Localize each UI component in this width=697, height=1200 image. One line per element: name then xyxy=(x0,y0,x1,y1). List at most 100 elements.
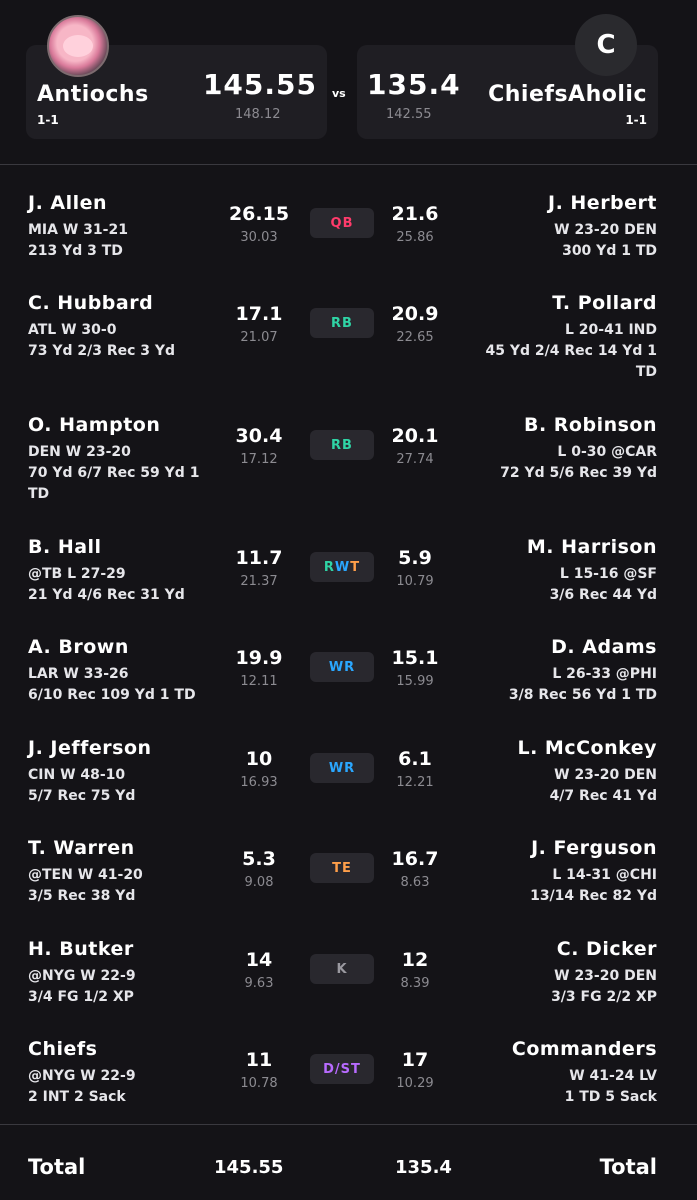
right-player-name[interactable]: J. Ferguson xyxy=(531,837,657,859)
right-player-stats: 300 Yd 1 TD xyxy=(562,243,657,259)
right-player-stats: 72 Yd 5/6 Rec 39 Yd xyxy=(500,465,657,481)
right-player-projected: 12.21 xyxy=(396,775,434,790)
left-player-points: 26.15 xyxy=(228,203,290,225)
right-player-projected: 15.99 xyxy=(396,674,434,689)
left-player-projected: 17.12 xyxy=(240,452,278,467)
right-player-points: 17 xyxy=(401,1049,429,1071)
right-player-points: 21.6 xyxy=(391,203,439,225)
right-player-stats: 3/8 Rec 56 Yd 1 TD xyxy=(508,687,657,703)
right-player-game-result: W 41-24 LV xyxy=(569,1068,657,1084)
right-player-stats: 3/3 FG 2/2 XP xyxy=(551,989,657,1005)
total-score-left: 145.55 xyxy=(214,1157,284,1178)
left-player-details: @NYG W 22-9 2 INT 2 Sack xyxy=(28,1066,218,1108)
left-player-name[interactable]: B. Hall xyxy=(28,536,102,558)
left-player-game-result: MIA W 31-21 xyxy=(28,222,128,238)
kirby-icon xyxy=(63,35,93,57)
right-player-name[interactable]: B. Robinson xyxy=(523,414,657,436)
left-player-name[interactable]: A. Brown xyxy=(28,636,129,658)
position-letter: T xyxy=(350,559,361,575)
left-player-name[interactable]: O. Hampton xyxy=(28,414,161,436)
right-team-projected: 142.55 xyxy=(386,107,432,122)
left-player-projected: 16.93 xyxy=(240,775,278,790)
left-player-details: @NYG W 22-9 3/4 FG 1/2 XP xyxy=(28,966,218,1008)
position-badge[interactable]: WR xyxy=(310,652,374,682)
position-letter: R xyxy=(323,559,335,575)
left-player-stats: 70 Yd 6/7 Rec 59 Yd 1 TD xyxy=(28,465,200,502)
right-player-name[interactable]: M. Harrison xyxy=(526,536,657,558)
left-player-game-result: LAR W 33-26 xyxy=(28,666,129,682)
matchup-header: C Antiochs 1-1 145.55 148.12 vs 135.4 14… xyxy=(0,0,697,164)
right-player-details: L 14-31 @CHI 13/14 Rec 82 Yd xyxy=(467,865,657,907)
left-player-points: 10 xyxy=(245,748,273,770)
left-player-stats: 213 Yd 3 TD xyxy=(28,243,123,259)
left-team-name[interactable]: Antiochs xyxy=(37,82,149,107)
left-player-details: LAR W 33-26 6/10 Rec 109 Yd 1 TD xyxy=(28,664,218,706)
right-player-name[interactable]: Commanders xyxy=(511,1038,657,1060)
right-player-stats: 4/7 Rec 41 Yd xyxy=(549,788,657,804)
right-player-projected: 10.79 xyxy=(396,574,434,589)
left-player-name[interactable]: Chiefs xyxy=(28,1038,98,1060)
right-player-game-result: L 20-41 IND xyxy=(565,322,657,338)
position-badge[interactable]: WR xyxy=(310,753,374,783)
right-player-game-result: L 26-33 @PHI xyxy=(552,666,657,682)
left-player-name[interactable]: H. Butker xyxy=(28,938,134,960)
position-badge[interactable]: K xyxy=(310,954,374,984)
left-player-name[interactable]: C. Hubbard xyxy=(28,292,154,314)
position-label: D/ST xyxy=(323,1061,361,1077)
left-player-name[interactable]: T. Warren xyxy=(28,837,135,859)
position-label: QB xyxy=(330,215,354,231)
right-player-name[interactable]: J. Herbert xyxy=(548,192,657,214)
position-label: WR xyxy=(328,760,356,776)
left-team-score: 145.55 xyxy=(202,68,317,101)
right-player-projected: 22.65 xyxy=(396,330,434,345)
total-score-right: 135.4 xyxy=(395,1157,452,1178)
right-player-points: 20.1 xyxy=(391,425,439,447)
right-player-name[interactable]: L. McConkey xyxy=(517,737,657,759)
left-team-record: 1-1 xyxy=(37,113,59,127)
left-player-name[interactable]: J. Allen xyxy=(28,192,108,214)
left-player-details: DEN W 23-20 70 Yd 6/7 Rec 59 Yd 1 TD xyxy=(28,442,218,505)
position-badge[interactable]: QB xyxy=(310,208,374,238)
right-team-record: 1-1 xyxy=(625,113,647,127)
right-player-projected: 8.63 xyxy=(400,875,430,890)
left-player-details: MIA W 31-21 213 Yd 3 TD xyxy=(28,220,218,262)
position-badge[interactable]: RB xyxy=(310,430,374,460)
left-player-points: 17.1 xyxy=(235,303,283,325)
left-player-details: ATL W 30-0 73 Yd 2/3 Rec 3 Yd xyxy=(28,320,218,362)
position-label: TE xyxy=(332,860,352,876)
left-player-stats: 2 INT 2 Sack xyxy=(28,1089,126,1105)
right-player-game-result: W 23-20 DEN xyxy=(554,222,657,238)
right-player-game-result: L 15-16 @SF xyxy=(559,566,657,582)
left-player-name[interactable]: J. Jefferson xyxy=(28,737,152,759)
right-team-name[interactable]: ChiefsAholic xyxy=(488,82,647,107)
position-label: WR xyxy=(328,659,356,675)
right-player-projected: 25.86 xyxy=(396,230,434,245)
lineup-row: A. Brown LAR W 33-26 6/10 Rec 109 Yd 1 T… xyxy=(0,636,697,736)
right-player-projected: 8.39 xyxy=(400,976,430,991)
left-player-projected: 10.78 xyxy=(240,1076,278,1091)
right-player-name[interactable]: C. Dicker xyxy=(556,938,657,960)
right-player-points: 5.9 xyxy=(398,547,432,569)
left-player-stats: 3/4 FG 1/2 XP xyxy=(28,989,134,1005)
left-player-game-result: @TB L 27-29 xyxy=(28,566,126,582)
position-badge[interactable]: D/ST xyxy=(310,1054,374,1084)
left-player-points: 14 xyxy=(245,949,273,971)
position-badge[interactable]: TE xyxy=(310,853,374,883)
right-player-details: W 23-20 DEN 3/3 FG 2/2 XP xyxy=(467,966,657,1008)
left-player-points: 19.9 xyxy=(235,647,283,669)
position-badge[interactable]: RB xyxy=(310,308,374,338)
left-player-stats: 73 Yd 2/3 Rec 3 Yd xyxy=(28,343,176,359)
position-label: K xyxy=(336,961,348,977)
total-label-left: Total xyxy=(28,1155,86,1179)
left-player-points: 5.3 xyxy=(242,848,276,870)
right-player-details: L 26-33 @PHI 3/8 Rec 56 Yd 1 TD xyxy=(467,664,657,706)
left-team-avatar[interactable] xyxy=(47,15,109,77)
right-player-name[interactable]: D. Adams xyxy=(551,636,657,658)
vs-label: vs xyxy=(332,87,346,100)
right-player-name[interactable]: T. Pollard xyxy=(552,292,657,314)
lineup-row: T. Warren @TEN W 41-20 3/5 Rec 38 Yd 5.3… xyxy=(0,837,697,937)
right-team-avatar[interactable]: C xyxy=(575,14,637,76)
right-player-details: W 23-20 DEN 4/7 Rec 41 Yd xyxy=(467,765,657,807)
left-player-projected: 30.03 xyxy=(240,230,278,245)
